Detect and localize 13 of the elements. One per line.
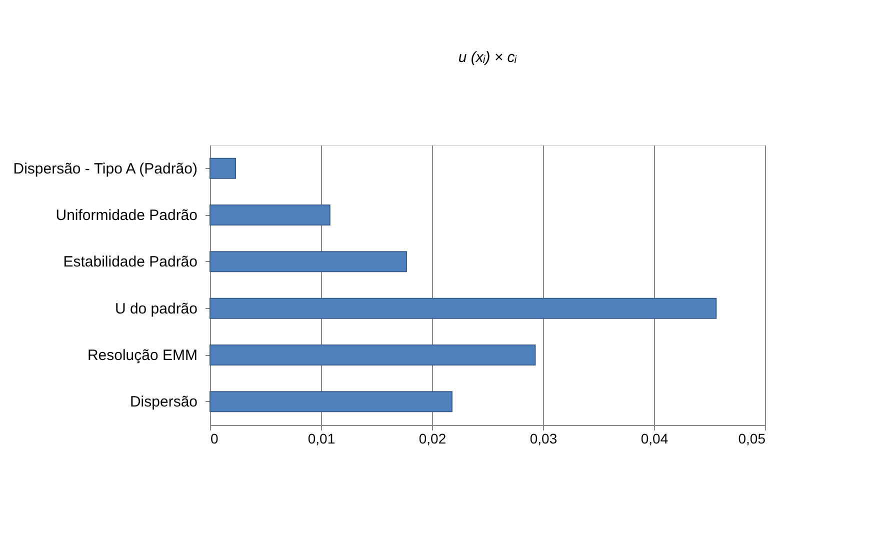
x-tick-label: 0 (210, 430, 218, 446)
x-tick-label: 0,05 (738, 430, 766, 446)
y-tick-label: U do padrão (114, 300, 198, 318)
x-tick-label: 0,04 (640, 430, 668, 446)
y-tick-label: Resolução EMM (87, 347, 198, 364)
y-tick-label: Dispersão - Tipo A (Padrão) (13, 160, 198, 178)
y-tick-label: Estabilidade Padrão (63, 254, 198, 271)
chart-title: u (xᵢ) × cᵢ (458, 49, 518, 66)
x-tick-label: 0,02 (418, 430, 446, 446)
y-tick-label: Dispersão (130, 394, 198, 411)
x-tick-label: 0,03 (530, 430, 558, 446)
x-tick-label: 0,01 (308, 430, 336, 446)
y-tick-label: Uniformidade Padrão (56, 207, 198, 224)
